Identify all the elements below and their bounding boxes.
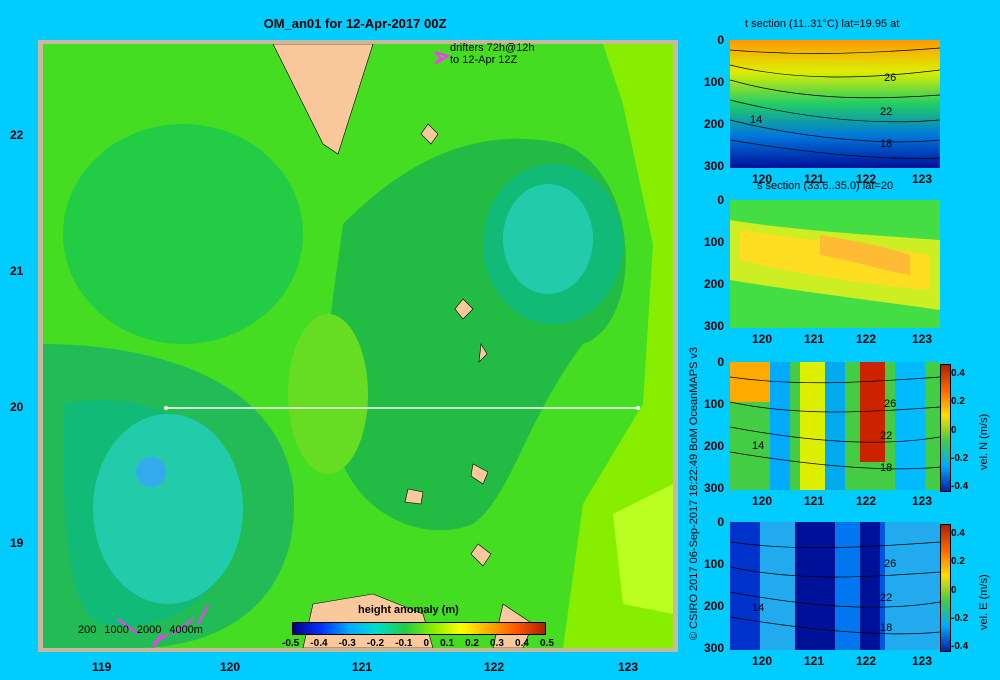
vele-contour-label: 18	[880, 622, 893, 634]
veln-contour-label: 26	[884, 398, 897, 410]
veln-contour-label: 22	[880, 430, 893, 442]
section-ytick: 100	[703, 75, 724, 89]
t-section-title: t section (11..31°C) lat=19.95 at	[745, 18, 900, 30]
s-section-plot	[730, 200, 940, 328]
section-ytick: 200	[703, 117, 724, 131]
section-xtick: 121	[804, 172, 825, 186]
section-ytick: 100	[703, 235, 724, 249]
section-xtick: 122	[856, 494, 877, 508]
vel-e-section-plot	[730, 522, 940, 650]
section-xtick: 123	[912, 332, 933, 346]
section-ytick: 300	[703, 159, 724, 173]
section-xtick: 122	[856, 654, 877, 668]
map-ytick: 21	[10, 264, 24, 278]
section-ytick: 300	[703, 641, 724, 655]
colorbar-title: height anomaly (m)	[358, 604, 459, 616]
t-contour-label: 22	[880, 106, 893, 118]
vele-contour-label: 26	[884, 558, 897, 570]
section-ytick: 0	[717, 515, 724, 529]
section-xtick: 120	[752, 332, 773, 346]
map-xtick: 120	[220, 660, 241, 674]
vel-n-section-plot	[730, 362, 940, 490]
section-ytick: 100	[703, 557, 724, 571]
map-xtick: 121	[352, 660, 373, 674]
drifters-label-2: to 12-Apr 12Z	[450, 54, 518, 66]
section-xtick: 123	[912, 172, 933, 186]
vel-e-colorbar-ticks: 0.4 0.2 0 -0.2 -0.4	[951, 528, 969, 652]
veln-contour-label: 18	[880, 462, 893, 474]
section-ytick: 0	[717, 33, 724, 47]
vel-n-colorbar	[940, 364, 951, 492]
map-ytick: 22	[10, 128, 24, 142]
section-xtick: 123	[912, 494, 933, 508]
section-ytick: 200	[703, 277, 724, 291]
vel-n-colorbar-ticks: 0.4 0.2 0 -0.2 -0.4	[951, 368, 969, 492]
section-ytick: 300	[703, 481, 724, 495]
section-xtick: 121	[804, 494, 825, 508]
height-colorbar	[292, 622, 546, 635]
t-section-plot	[730, 40, 940, 168]
map-title: OM_an01 for 12-Apr-2017 00Z	[263, 16, 447, 31]
section-xtick: 120	[752, 654, 773, 668]
drifters-label-1: drifters 72h@12h	[450, 42, 535, 54]
t-contour-label: 26	[884, 72, 897, 84]
vele-contour-label: 14	[752, 602, 765, 614]
vel-e-colorbar-label: vel. E (m/s)	[978, 574, 990, 630]
section-ytick: 0	[717, 193, 724, 207]
map-xtick: 119	[92, 660, 112, 674]
section-xtick: 122	[856, 172, 877, 186]
map-xtick: 123	[618, 660, 639, 674]
section-xtick: 121	[804, 332, 825, 346]
vele-contour-label: 22	[880, 592, 893, 604]
section-ytick: 300	[703, 319, 724, 333]
colorbar-ticks: -0.5 -0.4 -0.3 -0.2 -0.1 0 0.1 0.2 0.3 0.4 0.5	[282, 638, 554, 649]
map-ytick: 20	[10, 400, 24, 414]
map-frame: drifters 72h@12h to 12-Apr 12Z 200 1000 20…	[38, 40, 678, 652]
section-xtick: 121	[804, 654, 825, 668]
section-xtick: 120	[752, 172, 773, 186]
section-ytick: 200	[703, 439, 724, 453]
map-xtick: 122	[484, 660, 505, 674]
vel-n-colorbar-label: vel. N (m/s)	[978, 413, 990, 470]
depth-legend: 200 1000 2000 4000m	[78, 624, 203, 636]
section-ytick: 100	[703, 397, 724, 411]
height-anomaly-map	[43, 44, 673, 648]
section-xtick: 123	[912, 654, 933, 668]
t-contour-label: 14	[750, 114, 763, 126]
section-xtick: 120	[752, 494, 773, 508]
t-contour-label: 18	[880, 138, 893, 150]
section-xtick: 122	[856, 332, 877, 346]
map-ytick: 19	[10, 536, 24, 550]
s-section-title: s section (33.6..35.0) lat=20	[757, 180, 894, 192]
vel-e-colorbar	[940, 524, 951, 652]
section-ytick: 200	[703, 599, 724, 613]
section-ytick: 0	[717, 355, 724, 369]
veln-contour-label: 14	[752, 440, 765, 452]
